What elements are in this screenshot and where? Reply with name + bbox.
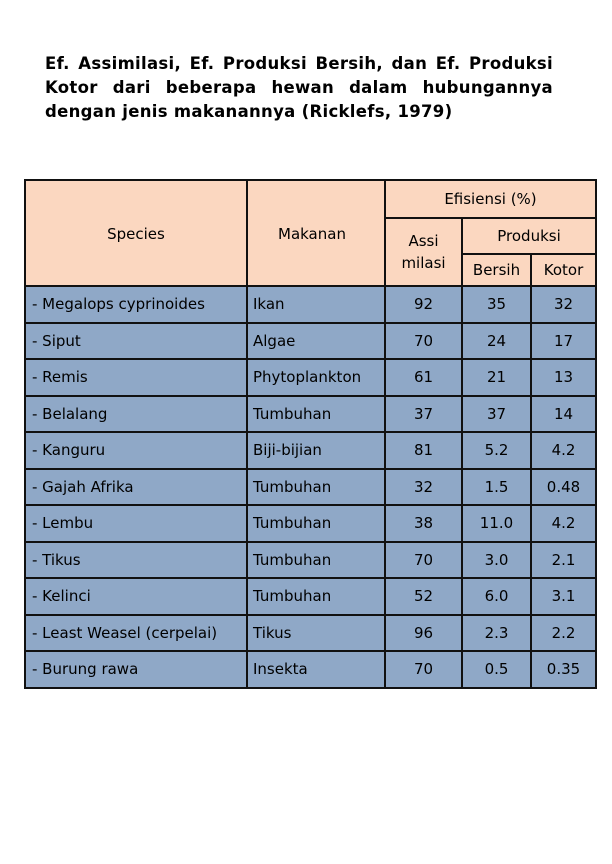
cell-asimilasi: 61 [384,358,463,397]
cell-makanan: Tumbuhan [246,577,386,616]
cell-kotor: 14 [530,394,597,433]
header-makanan: Makanan [246,179,386,287]
cell-bersih: 1.5 [461,467,532,506]
table-row: - Tikus Tumbuhan 70 3.0 2.1 [24,540,597,579]
table-row: - Burung rawa Insekta 70 0.5 0.35 [24,650,597,689]
cell-asimilasi: 70 [384,321,463,360]
cell-species: - Siput [24,321,248,360]
cell-makanan: Tumbuhan [246,394,386,433]
cell-bersih: 24 [461,321,532,360]
cell-makanan: Phytoplankton [246,358,386,397]
table-row: - Kanguru Biji-bijian 81 5.2 4.2 [24,431,597,470]
cell-asimilasi: 70 [384,650,463,689]
cell-species: - Kelinci [24,577,248,616]
cell-kotor: 13 [530,358,597,397]
cell-species: - Remis [24,358,248,397]
cell-species: - Belalang [24,394,248,433]
cell-kotor: 17 [530,321,597,360]
cell-bersih: 0.5 [461,650,532,689]
cell-asimilasi: 32 [384,467,463,506]
header-asimilasi-line2: milasi [401,254,446,272]
cell-kotor: 4.2 [530,431,597,470]
cell-asimilasi: 96 [384,613,463,652]
cell-species: - Megalops cyprinoides [24,285,248,324]
header-bersih: Bersih [461,253,532,287]
cell-bersih: 6.0 [461,577,532,616]
table-row: - Least Weasel (cerpelai) Tikus 96 2.3 2.2 [24,613,597,652]
header-species: Species [24,179,248,287]
cell-species: - Burung rawa [24,650,248,689]
cell-makanan: Tumbuhan [246,467,386,506]
cell-bersih: 2.3 [461,613,532,652]
cell-species: - Lembu [24,504,248,543]
cell-kotor: 2.2 [530,613,597,652]
header-produksi: Produksi [461,217,597,255]
cell-makanan: Biji-bijian [246,431,386,470]
table-row: - Gajah Afrika Tumbuhan 32 1.5 0.48 [24,467,597,506]
cell-asimilasi: 38 [384,504,463,543]
table-row: - Siput Algae 70 24 17 [24,321,597,360]
table-row: - Kelinci Tumbuhan 52 6.0 3.1 [24,577,597,616]
header-efisiensi: Efisiensi (%) [384,179,597,219]
header-kotor: Kotor [530,253,597,287]
cell-bersih: 35 [461,285,532,324]
cell-asimilasi: 92 [384,285,463,324]
table-row: - Lembu Tumbuhan 38 11.0 4.2 [24,504,597,543]
table-body: - Megalops cyprinoides Ikan 92 35 32- Siput A… [24,285,597,689]
cell-kotor: 4.2 [530,504,597,543]
cell-makanan: Insekta [246,650,386,689]
cell-bersih: 37 [461,394,532,433]
cell-asimilasi: 52 [384,577,463,616]
cell-species: - Kanguru [24,431,248,470]
header-asimilasi-line1: Assi [408,232,439,250]
table-row: - Megalops cyprinoides Ikan 92 35 32 [24,285,597,324]
cell-bersih: 5.2 [461,431,532,470]
cell-makanan: Algae [246,321,386,360]
cell-species: - Gajah Afrika [24,467,248,506]
cell-kotor: 0.48 [530,467,597,506]
cell-species: - Tikus [24,540,248,579]
cell-bersih: 11.0 [461,504,532,543]
cell-kotor: 32 [530,285,597,324]
header-asimilasi: Assi milasi [384,217,463,287]
efficiency-table: Species Makanan Efisiensi (%) Assi milas… [24,179,597,689]
table-row: - Belalang Tumbuhan 37 37 14 [24,394,597,433]
table-row: - Remis Phytoplankton 61 21 13 [24,358,597,397]
cell-asimilasi: 81 [384,431,463,470]
cell-bersih: 3.0 [461,540,532,579]
cell-asimilasi: 70 [384,540,463,579]
cell-kotor: 3.1 [530,577,597,616]
cell-makanan: Ikan [246,285,386,324]
page-title: Ef. Assimilasi, Ef. Produksi Bersih, dan… [45,54,553,121]
cell-makanan: Tumbuhan [246,540,386,579]
cell-bersih: 21 [461,358,532,397]
cell-makanan: Tikus [246,613,386,652]
cell-kotor: 0.35 [530,650,597,689]
cell-asimilasi: 37 [384,394,463,433]
cell-species: - Least Weasel (cerpelai) [24,613,248,652]
cell-makanan: Tumbuhan [246,504,386,543]
cell-kotor: 2.1 [530,540,597,579]
